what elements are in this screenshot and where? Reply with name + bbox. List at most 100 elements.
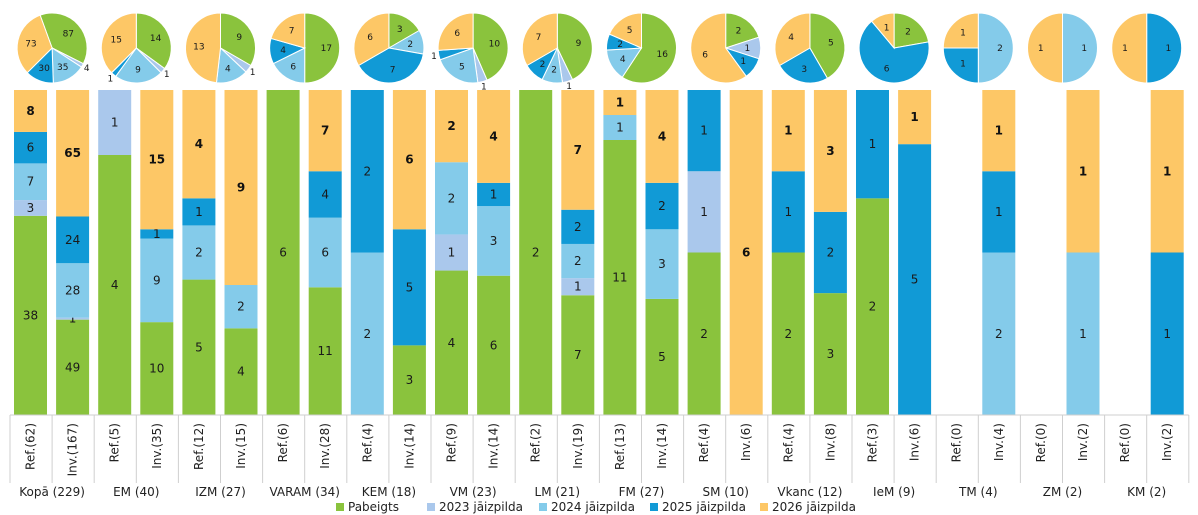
pie-chart: 14 1 9 1 15 [100,12,172,84]
bar-segment [14,90,47,132]
bar-segment [308,217,342,288]
bar-segment [435,162,468,235]
pie-slice [858,20,930,84]
pie-value-label: 1 [431,52,437,62]
bar-segment [477,275,511,415]
bar-segment [56,216,90,264]
category-group: 11 [1066,90,1100,415]
bar-tick-label: Inv.(6) [739,423,753,461]
bar-value-label: 5 [406,280,414,294]
pie-value-label: 7 [289,27,295,37]
bar-segment [645,90,679,183]
bar-value-label: 1 [448,246,456,260]
bar-area: 3837684912824654110911552144296116472235… [14,90,1184,415]
bar-segment [1150,252,1184,415]
pie-value-label: 87 [63,30,74,40]
legend-label: 2023 jāizpilda [439,500,523,514]
bar-tick-label: Inv.(14) [655,423,669,469]
bar-segment [140,322,174,415]
bar-tick-label: Ref.(0) [1118,423,1132,462]
bar-value-label: 6 [742,246,750,260]
legend-item: 2026 jāizpilda [760,500,856,514]
pie-slice [1062,12,1098,84]
legend-swatch [539,503,547,511]
legend-label: 2024 jāizpilda [551,500,635,514]
bar-segment [477,182,511,207]
category-label: VM (23) [450,485,497,499]
bar-segment [603,115,637,140]
pie-slice [521,12,558,67]
pie-value-label: 9 [576,39,582,49]
bar-value-label: 5 [911,273,919,287]
pie-value-label: 9 [135,66,141,76]
pie-value-label: 4 [788,33,794,43]
legend-label: 2026 jāizpilda [772,500,856,514]
pie-value-label: 73 [25,39,36,49]
pie-value-label: 2 [997,44,1003,54]
bar-value-label: 4 [237,365,245,379]
bar-value-label: 9 [237,181,245,195]
bar-segment [687,171,721,253]
bar-segment [645,182,679,230]
bar-segment [561,295,595,415]
pie-slice [870,12,895,50]
pie-chart: 87 4 35 30 73 [16,12,90,84]
bar-value-label: 1 [784,205,792,219]
bar-segment [771,252,805,415]
bar-value-label: 1 [869,137,877,151]
bar-tick-label: Inv.(35) [150,423,164,469]
bar-tick-label: Ref.(4) [697,423,711,462]
pie-value-label: 5 [828,38,834,48]
pie-value-label: 4 [280,46,286,56]
pie-value-label: 2 [407,40,413,50]
bar-value-label: 3 [658,257,666,271]
pie-slice [357,47,424,84]
bar-segment [1150,90,1184,253]
bar-segment [140,229,174,239]
category-label: IZM (27) [195,485,246,499]
pie-chart: 2 1 1 [942,12,1014,84]
pie-value-label: 1 [481,83,487,93]
pie-chart: 2 6 1 [858,12,930,84]
bar-segment [645,298,679,415]
pie-value-label: 1 [884,24,890,34]
category-group: 5 2 1 4 4 2 9 [182,90,258,415]
pie-slice [39,12,88,65]
bar-value-label: 1 [1163,327,1171,341]
pie-slice [437,12,474,51]
bar-value-label: 6 [27,141,35,155]
bar-segment [813,90,847,212]
legend-swatch [427,503,435,511]
pie-slice [304,12,341,84]
pie-value-label: 17 [321,44,332,54]
category-group: 2 1 1 6 [687,90,763,415]
pie-slice [353,12,390,67]
category-label: KM (2) [1127,485,1166,499]
bar-segment [982,90,1016,172]
bar-segment [561,90,595,210]
category-label: Vkanc (12) [777,485,842,499]
category-label: FM (27) [619,485,665,499]
bar-value-label: 3 [27,201,35,215]
bar-value-label: 3 [490,234,498,248]
bar-value-label: 1 [995,124,1003,138]
pie-value-label: 15 [111,36,122,46]
bar-value-label: 49 [65,360,80,374]
bar-value-label: 2 [658,199,666,213]
category-label: VARAM (34) [269,485,340,499]
bar-value-label: 2 [363,327,371,341]
pie-chart: 9 1 4 13 [185,12,256,84]
bar-tick-label: Inv.(15) [234,423,248,469]
pie-value-label: 1 [960,29,966,39]
bar-segment [1066,252,1100,415]
bar-value-label: 5 [658,350,666,364]
bar-tick-label: Inv.(2) [1076,423,1090,461]
bar-value-label: 1 [1079,327,1087,341]
bar-value-label: 1 [111,116,119,130]
bar-value-label: 8 [26,104,34,118]
bar-segment [519,90,553,415]
bar-value-label: 1 [700,205,708,219]
pie-chart: 32 7 6 [353,12,425,84]
legend-label: Pabeigts [348,500,399,514]
